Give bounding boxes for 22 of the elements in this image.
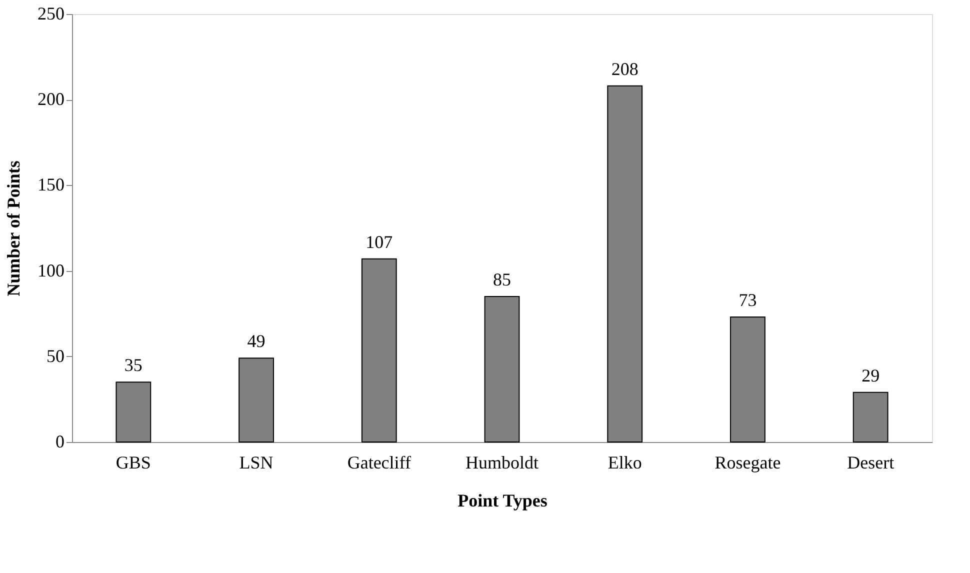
y-tick-label: 0 — [56, 432, 64, 452]
x-tick-label: Elko — [608, 452, 642, 472]
x-axis-title: Point Types — [458, 490, 548, 510]
data-label: 49 — [247, 331, 266, 352]
data-label: 85 — [493, 269, 511, 290]
data-label: 73 — [738, 290, 757, 310]
x-tick-label: Gatecliff — [347, 452, 411, 472]
x-tick-label: LSN — [239, 452, 274, 472]
y-tick-label: 50 — [46, 346, 64, 366]
y-tick-label: 250 — [38, 4, 64, 24]
y-tick-label: 150 — [38, 174, 64, 195]
data-label: 208 — [611, 58, 638, 79]
x-tick-label: Humboldt — [465, 452, 539, 472]
x-tick-label: Desert — [847, 452, 894, 472]
data-label: 35 — [124, 355, 142, 376]
y-tick-label: 100 — [38, 260, 64, 280]
x-tick-label: Rosegate — [714, 452, 781, 472]
y-axis-title: Number of Points — [4, 160, 24, 296]
data-label: 29 — [862, 365, 880, 386]
x-tick-label: GBS — [116, 452, 151, 472]
data-label: 107 — [366, 232, 393, 252]
y-tick-label: 200 — [38, 89, 64, 110]
